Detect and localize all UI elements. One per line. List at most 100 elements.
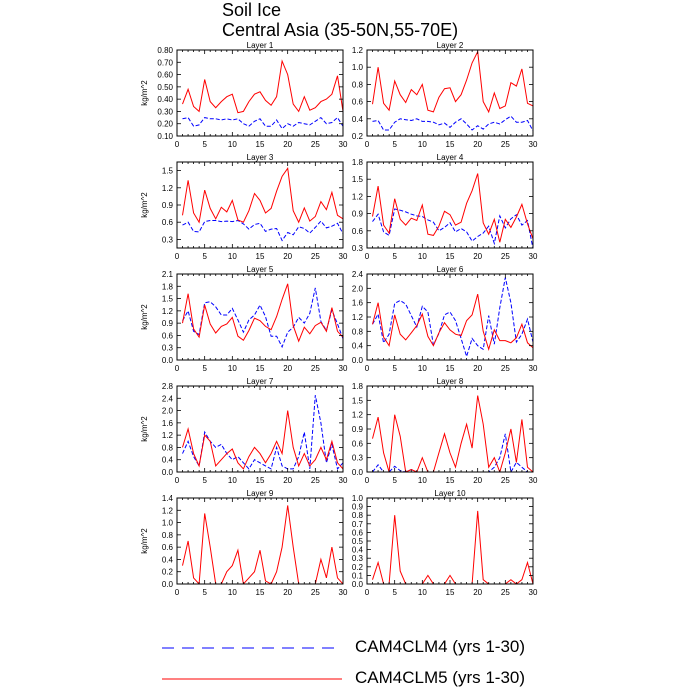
y-tick-label: 0.70	[157, 58, 173, 67]
x-tick-label: 25	[501, 364, 510, 373]
x-tick-label: 20	[473, 252, 482, 261]
y-tick-label: 0.0	[352, 580, 364, 589]
x-tick-label: 30	[339, 588, 348, 597]
series-group	[372, 277, 533, 359]
x-tick-label: 15	[446, 588, 455, 597]
x-tick-label: 25	[311, 252, 320, 261]
y-tick-label: 0.50	[157, 83, 173, 92]
y-tick-label: 0.0	[352, 468, 364, 477]
y-tick-label: 1.2	[162, 431, 174, 440]
x-tick-label: 25	[311, 588, 320, 597]
y-tick-label: 1.2	[352, 46, 364, 55]
chart-panel-7: Layer 7 kg/m^2 0 5 10 15 20 25 30 0.0 0.4 0.8 1.2 1.6…	[140, 377, 348, 485]
y-tick-label: 1.0	[162, 519, 174, 528]
x-tick-label: 0	[365, 588, 370, 597]
y-tick-label: 0.6	[352, 227, 364, 236]
y-tick-label: 1.8	[162, 282, 174, 291]
x-tick-label: 20	[473, 588, 482, 597]
y-tick-label: 0.60	[157, 71, 173, 80]
x-tick-label: 30	[339, 364, 348, 373]
y-tick-label: 0.9	[352, 210, 364, 219]
x-tick-label: 10	[228, 588, 237, 597]
y-tick-label: 0.0	[162, 468, 174, 477]
x-tick-label: 5	[392, 364, 397, 373]
chart-panel-1: Layer 1 kg/m^2 0 5 10 15 20 25 30 0.10 0.20 0.30 0.4…	[140, 41, 348, 149]
y-tick-label: 0.0	[352, 356, 364, 365]
chart-panel-9: Layer 9 kg/m^2 0 5 10 15 20 25 30 0.0 0.2 0.4 0.6 0.8…	[140, 489, 348, 597]
x-tick-label: 5	[392, 252, 397, 261]
plot-frame	[366, 497, 534, 585]
series-line-clm5	[182, 505, 343, 584]
series-line-clm4	[372, 115, 533, 132]
y-tick-label: 0.3	[162, 235, 174, 244]
x-tick-label: 10	[418, 140, 427, 149]
series-line-clm4	[182, 219, 343, 242]
y-tick-label: 0.6	[352, 439, 364, 448]
y-tick-label: 0.7	[352, 520, 364, 529]
x-tick-label: 30	[529, 588, 538, 597]
series-group	[182, 59, 343, 130]
series-group	[182, 505, 343, 584]
x-tick-label: 10	[418, 588, 427, 597]
figure-subtitle: Central Asia (35-50N,55-70E)	[222, 20, 459, 40]
x-tick-label: 10	[228, 476, 237, 485]
y-tick-label: 0.20	[157, 120, 173, 129]
x-tick-label: 15	[446, 140, 455, 149]
series-line-clm4	[182, 116, 343, 130]
series-line-clm5	[372, 395, 533, 472]
y-axis-label: kg/m^2	[140, 80, 149, 106]
x-tick-label: 5	[202, 588, 207, 597]
x-tick-label: 20	[473, 364, 482, 373]
series-group	[182, 395, 343, 470]
y-tick-label: 0.8	[162, 443, 174, 452]
panel-title: Layer 6	[437, 265, 464, 274]
panel-title: Layer 8	[437, 377, 464, 386]
x-tick-label: 10	[228, 252, 237, 261]
x-tick-label: 5	[392, 476, 397, 485]
x-tick-label: 15	[256, 476, 265, 485]
y-tick-label: 1.4	[162, 494, 174, 503]
y-tick-label: 0.6	[162, 331, 174, 340]
y-axis-label: kg/m^2	[140, 528, 149, 554]
y-tick-label: 1.2	[162, 506, 174, 515]
y-tick-label: 0.4	[352, 115, 364, 124]
x-tick-label: 10	[418, 252, 427, 261]
x-tick-label: 25	[501, 140, 510, 149]
y-tick-label: 0.9	[162, 319, 174, 328]
series-line-clm5	[182, 283, 343, 343]
x-tick-label: 10	[418, 364, 427, 373]
y-tick-label: 0.8	[352, 327, 364, 336]
x-tick-label: 30	[529, 252, 538, 261]
y-tick-label: 2.4	[162, 394, 174, 403]
y-tick-label: 1.5	[352, 175, 364, 184]
panel-title: Layer 3	[247, 153, 274, 162]
x-tick-label: 10	[418, 476, 427, 485]
series-line-clm5	[182, 410, 343, 470]
y-tick-label: 1.5	[162, 167, 174, 176]
y-tick-label: 0.5	[352, 537, 364, 546]
series-line-clm5	[372, 173, 533, 243]
x-tick-label: 0	[365, 364, 370, 373]
y-tick-label: 2.8	[162, 382, 174, 391]
y-tick-label: 0.8	[352, 80, 364, 89]
series-line-clm4	[182, 395, 343, 470]
series-line-clm5	[182, 166, 343, 224]
x-tick-label: 10	[228, 140, 237, 149]
y-axis-label: kg/m^2	[140, 416, 149, 442]
y-tick-label: 2.4	[352, 270, 364, 279]
y-tick-label: 1.5	[162, 295, 174, 304]
y-tick-label: 2.0	[352, 284, 364, 293]
panel-title: Layer 9	[247, 489, 274, 498]
y-tick-label: 1.0	[352, 63, 364, 72]
y-tick-label: 0.8	[352, 511, 364, 520]
y-tick-label: 0.9	[352, 503, 364, 512]
figure-title-block: Soil Ice Central Asia (35-50N,55-70E)	[222, 0, 458, 40]
panel-title: Layer 7	[247, 377, 274, 386]
series-line-clm4	[182, 287, 343, 349]
x-tick-label: 30	[339, 476, 348, 485]
y-tick-label: 1.6	[352, 299, 364, 308]
x-tick-label: 30	[339, 252, 348, 261]
panel-title: Layer 4	[437, 153, 464, 162]
x-tick-label: 0	[175, 252, 180, 261]
